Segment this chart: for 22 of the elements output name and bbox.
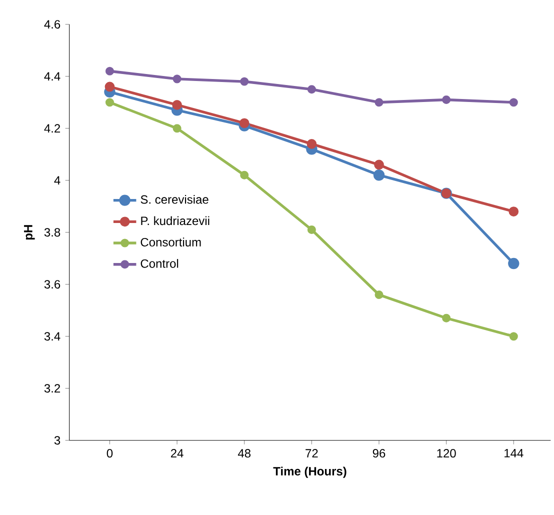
- x-tick-label: 24: [170, 449, 184, 458]
- x-tick-label: 120: [437, 449, 456, 458]
- y-tick-label: 3.6: [44, 280, 60, 289]
- legend-label: S. cerevisiae: [140, 194, 208, 204]
- x-tick-label: 72: [306, 449, 318, 458]
- x-axis-title: Time (Hours): [273, 466, 346, 478]
- x-tick-label: 48: [238, 449, 251, 458]
- y-tick-label: 4: [54, 176, 60, 184]
- y-tick-label: 3.8: [44, 228, 60, 237]
- y-tick-label: 4.6: [44, 20, 60, 29]
- x-tick-label: 0: [106, 449, 113, 458]
- y-tick-label: 4.2: [44, 124, 60, 133]
- y-tick-label: 3.4: [44, 332, 60, 341]
- x-tick-label: 96: [372, 449, 386, 458]
- legend-label: Control: [140, 259, 178, 268]
- y-tick-label: 4.4: [44, 72, 60, 80]
- y-tick-label: 3: [54, 436, 60, 445]
- legend-label: Consortium: [140, 238, 201, 246]
- x-tick-label: 144: [504, 449, 524, 458]
- legend-label: P. kudriazevii: [141, 216, 210, 226]
- y-tick-label: 3.2: [44, 384, 60, 393]
- y-axis-title: pH: [24, 225, 35, 240]
